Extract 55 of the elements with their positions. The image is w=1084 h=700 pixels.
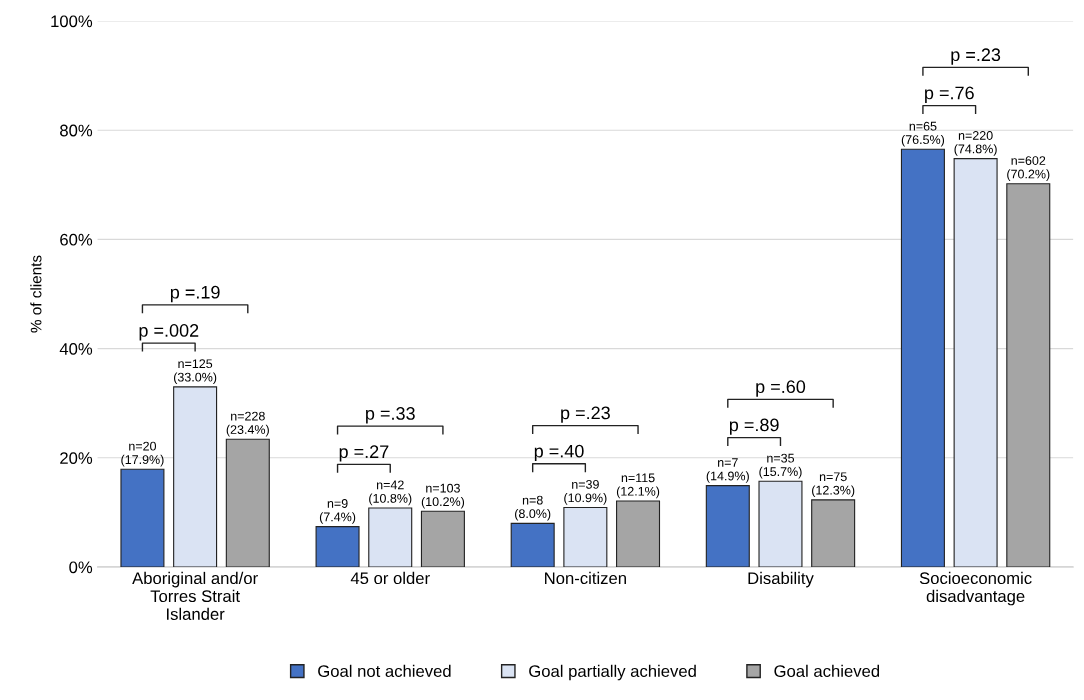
annotation: p =.23 — [951, 48, 1001, 65]
bar — [368, 507, 413, 567]
legend-label: Goal not achieved — [318, 664, 451, 678]
bar — [120, 468, 165, 567]
y-tick-label: 40% — [59, 343, 93, 355]
data-label: n=8 (8.0%) — [515, 495, 551, 521]
y-tick-label: 20% — [60, 452, 93, 464]
data-label: n=602 (70.2%) — [1007, 156, 1050, 181]
legend-label: Goal achieved — [774, 664, 880, 678]
annotation: p =.27 — [339, 445, 389, 462]
bar — [315, 526, 360, 567]
bar — [173, 386, 218, 567]
annotation: p =.89 — [729, 418, 779, 435]
bar — [616, 500, 661, 567]
annotation: p =.23 — [561, 406, 610, 423]
bar — [758, 480, 803, 567]
data-label: n=7 (14.9%) — [706, 458, 749, 483]
annotation: p =.40 — [534, 444, 584, 462]
x-tick-label: Socioeconomic disadvantage — [919, 571, 1032, 606]
annotation: p =.76 — [925, 86, 974, 103]
y-axis-title: % of clients — [30, 255, 42, 333]
bar — [225, 438, 270, 567]
data-label: n=220 (74.8%) — [954, 131, 997, 156]
data-label: n=65 (76.5%) — [901, 121, 945, 147]
bar — [1006, 183, 1051, 567]
data-label: n=103 (10.2%) — [421, 483, 465, 509]
y-tick-label: 100% — [51, 15, 93, 28]
annotation: p =.60 — [756, 380, 806, 397]
bar — [953, 158, 998, 567]
data-label: n=39 (10.9%) — [564, 479, 607, 505]
data-label: n=42 (10.8%) — [369, 480, 412, 506]
annotation: p =.19 — [170, 285, 220, 303]
data-label: n=228 (23.4%) — [226, 411, 269, 437]
x-tick-label: Aboriginal and/or Torres Strait Islander — [132, 571, 258, 621]
data-label: n=75 (12.3%) — [812, 472, 855, 498]
x-tick-label: Disability — [748, 571, 814, 588]
y-tick-label: 60% — [60, 233, 93, 246]
bar — [420, 510, 465, 567]
bar — [811, 499, 856, 567]
data-label: n=125 (33.0%) — [174, 359, 217, 385]
annotation: p =.33 — [366, 407, 415, 424]
legend-label: Goal partially achieved — [529, 664, 696, 681]
bar — [510, 522, 555, 567]
data-label: n=115 (12.1%) — [616, 473, 660, 499]
data-label: n=20 (17.9%) — [121, 441, 164, 467]
y-tick-label: 0% — [69, 561, 93, 574]
bar — [900, 148, 945, 567]
data-label: n=35 (15.7%) — [759, 453, 802, 479]
bar — [563, 506, 608, 567]
x-tick-label: Non-citizen — [545, 571, 626, 585]
y-tick-label: 80% — [60, 124, 93, 137]
bar — [705, 485, 750, 567]
annotation: p =.002 — [139, 324, 199, 341]
x-tick-label: 45 or older — [350, 571, 430, 585]
data-label: n=9 (7.4%) — [319, 499, 356, 524]
